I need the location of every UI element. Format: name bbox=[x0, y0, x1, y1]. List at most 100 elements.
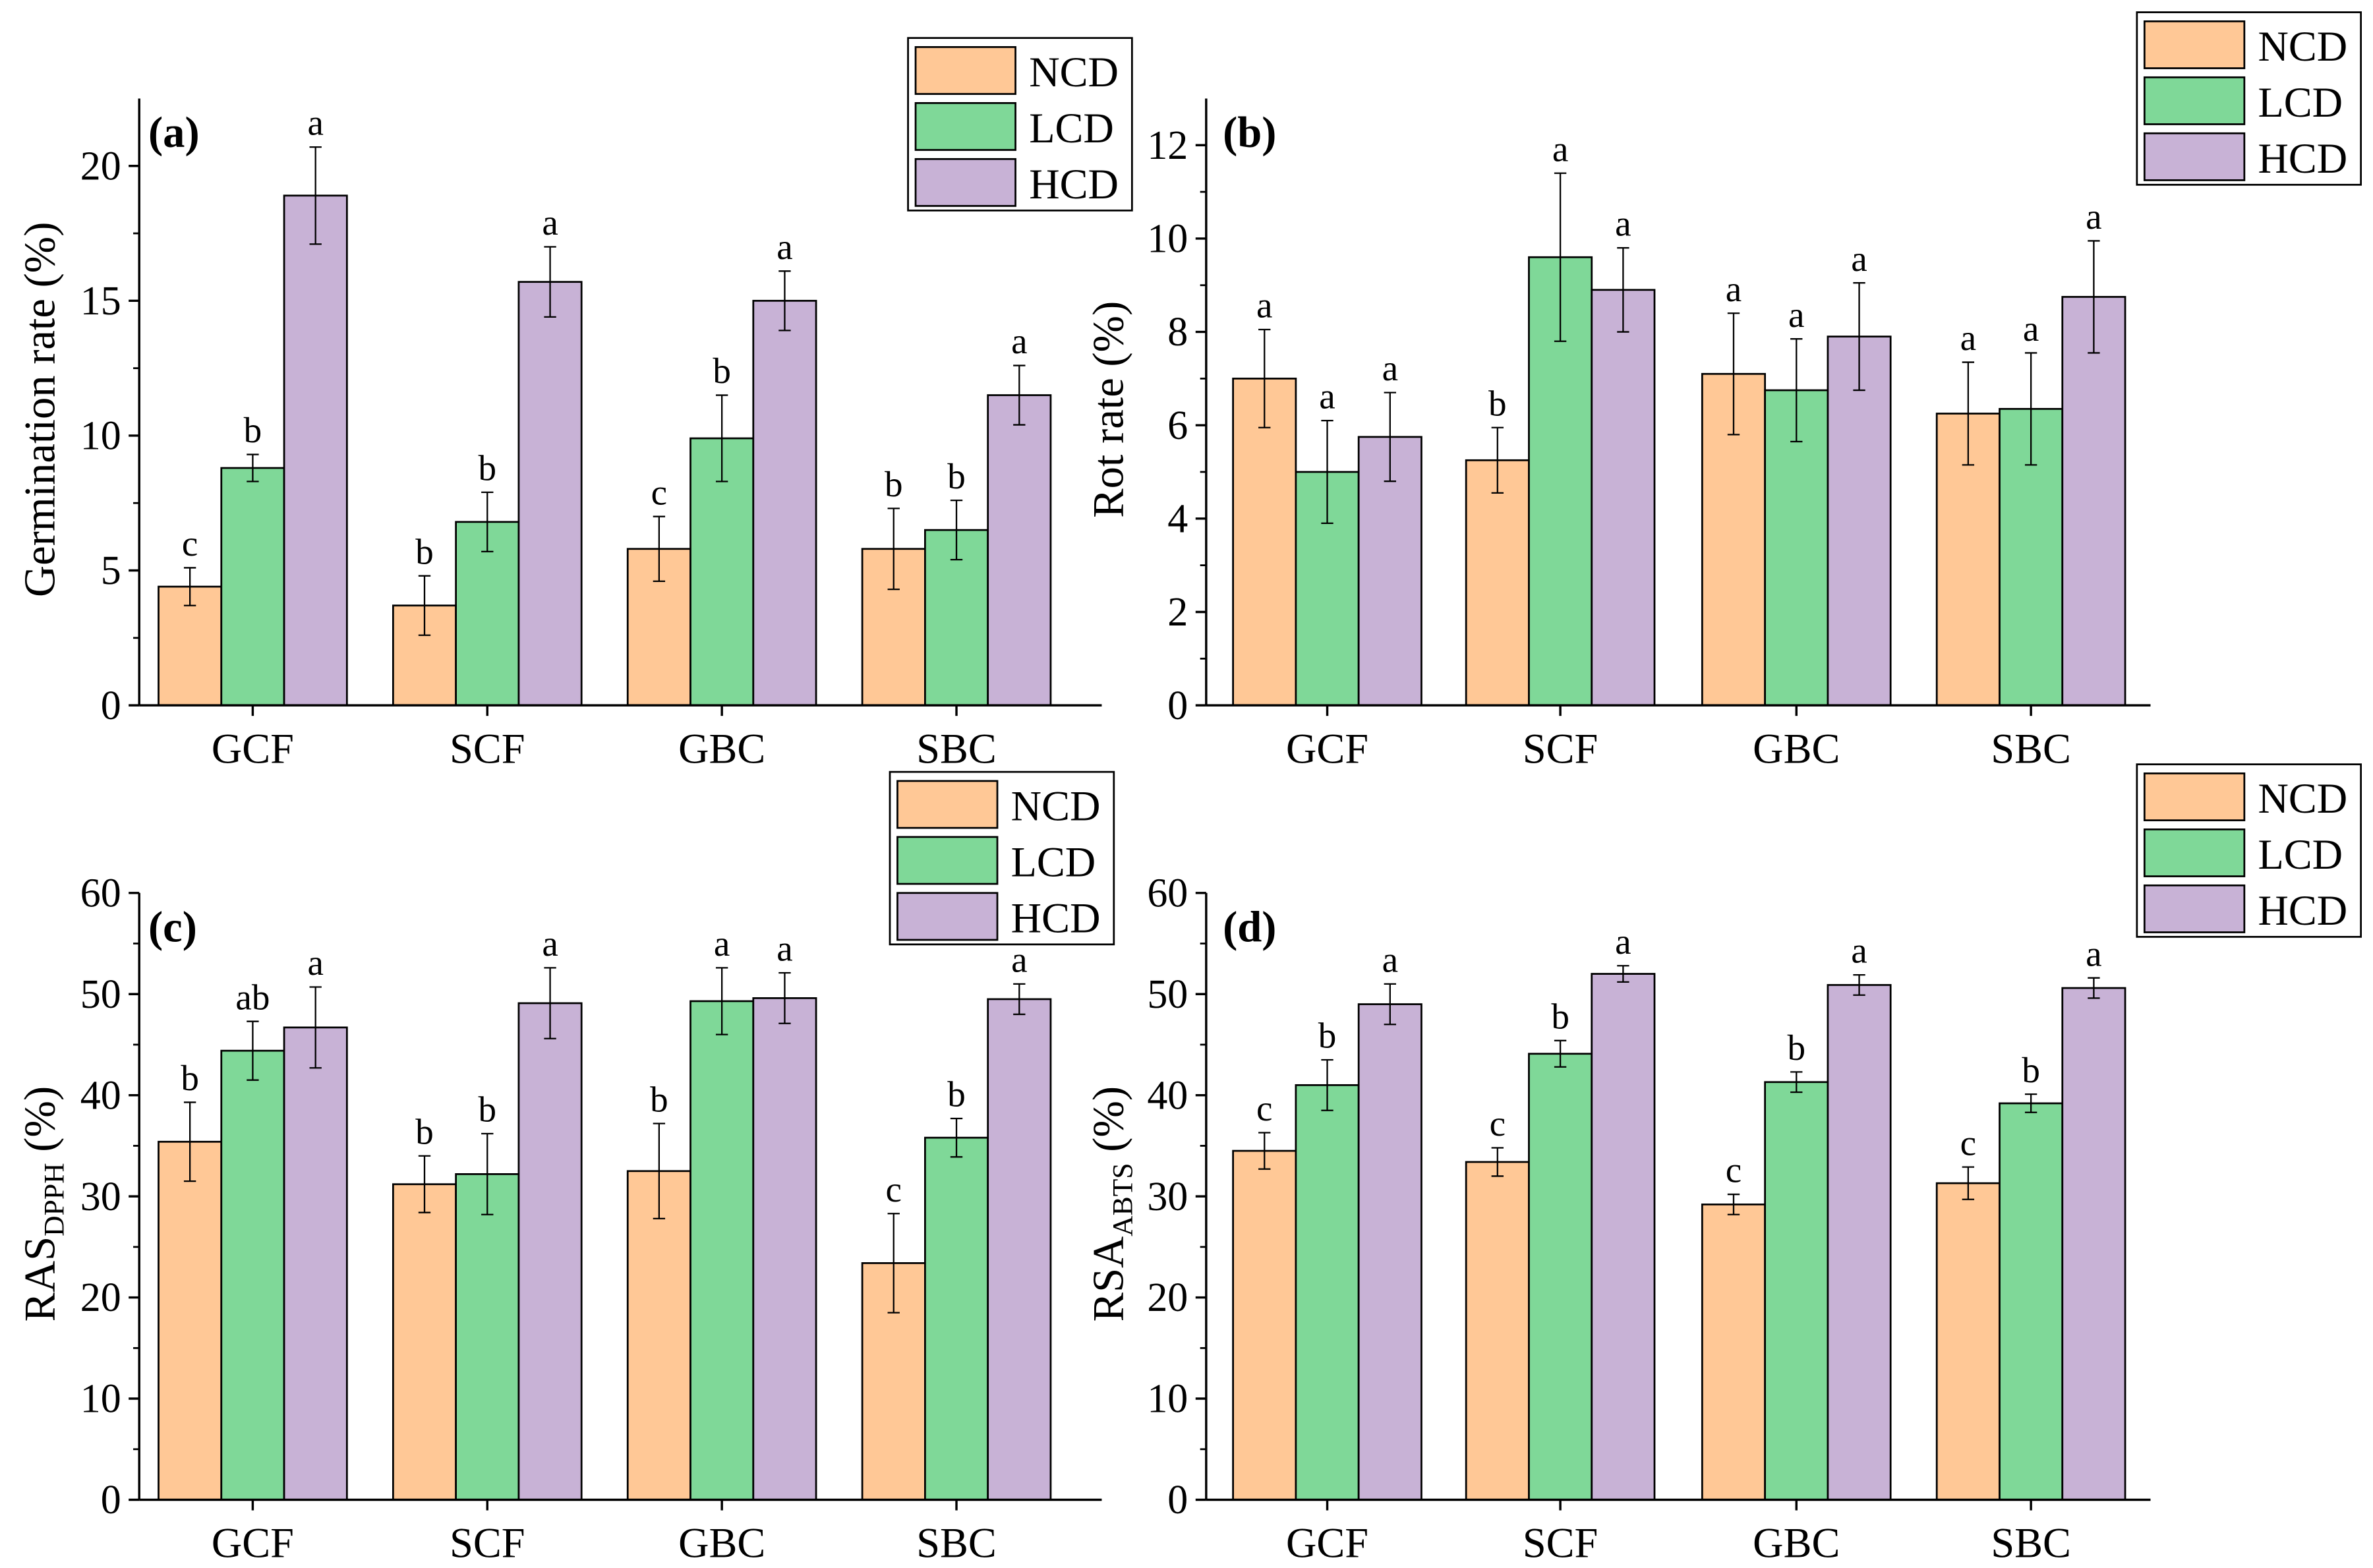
bar-lcd-sbc bbox=[1999, 1102, 2064, 1501]
y-tick-label: 8 bbox=[1167, 310, 1188, 355]
y-tick-label: 60 bbox=[1147, 871, 1188, 915]
significance-letter: c bbox=[182, 523, 198, 564]
significance-letter: b bbox=[1551, 996, 1569, 1036]
y-axis-label-subscript: DPPH bbox=[38, 1163, 70, 1236]
significance-letter: c bbox=[1726, 1150, 1742, 1190]
y-tick-label: 20 bbox=[1147, 1275, 1188, 1320]
chart-panel-d: c c c c b b b b a a a a 0 10 20 30 40 50 60 GCF SCF GBC SBC (d)… bbox=[1085, 763, 2362, 1567]
significance-letter: a bbox=[714, 923, 730, 964]
y-axis-label-main: Rot rate (%) bbox=[1085, 301, 1133, 518]
legend-swatch-ncd bbox=[2143, 20, 2246, 69]
bar-lcd-gbc bbox=[689, 437, 755, 707]
legend-label: LCD bbox=[2258, 831, 2343, 878]
legend-swatch-hcd bbox=[896, 892, 999, 941]
bar-ncd-scf bbox=[1465, 459, 1530, 707]
bar-ncd-sbc bbox=[1935, 1182, 2001, 1501]
panel-label: (c) bbox=[148, 903, 197, 951]
significance-letter: b bbox=[1318, 1016, 1337, 1056]
bar-hcd-scf bbox=[1591, 289, 1656, 707]
legend-swatch-ncd bbox=[896, 780, 999, 829]
x-tick-label: SBC bbox=[1991, 1520, 2070, 1567]
x-tick-label: SBC bbox=[1991, 725, 2070, 772]
legend-swatch-lcd bbox=[2143, 76, 2246, 125]
significance-letter: a bbox=[542, 923, 558, 964]
legend-swatch-ncd bbox=[2143, 772, 2246, 821]
x-tick-label: SBC bbox=[916, 725, 996, 772]
significance-letter: b bbox=[2022, 1050, 2040, 1090]
significance-letter: a bbox=[2086, 196, 2101, 237]
significance-letter: a bbox=[776, 227, 792, 267]
y-tick-label: 10 bbox=[1147, 1377, 1188, 1422]
bar-hcd-gcf bbox=[283, 1026, 348, 1501]
bar-ncd-gcf bbox=[158, 1140, 223, 1501]
y-tick-label: 6 bbox=[1167, 403, 1188, 448]
significance-letter: a bbox=[1960, 318, 1976, 358]
legend: NCD LCD HCD bbox=[2136, 763, 2362, 938]
significance-letter: c bbox=[1490, 1103, 1506, 1144]
significance-letter: a bbox=[1552, 129, 1568, 169]
legend-swatch-hcd bbox=[914, 158, 1016, 207]
legend-label: NCD bbox=[1011, 783, 1101, 830]
legend-label: NCD bbox=[2258, 775, 2348, 822]
y-tick-label: 30 bbox=[1147, 1175, 1188, 1219]
significance-letter: b bbox=[244, 410, 262, 450]
legend-label: LCD bbox=[1029, 105, 1114, 152]
significance-letter: a bbox=[2086, 933, 2101, 973]
bar-lcd-gcf bbox=[1295, 1084, 1360, 1501]
significance-letter: a bbox=[1256, 285, 1272, 326]
significance-letter: c bbox=[1960, 1122, 1976, 1163]
y-tick-label: 30 bbox=[80, 1175, 121, 1219]
bar-lcd-gcf bbox=[220, 1049, 285, 1501]
x-tick-label: GCF bbox=[212, 725, 294, 772]
bar-hcd-gbc bbox=[1827, 984, 1892, 1501]
legend-swatch-lcd bbox=[896, 836, 999, 885]
significance-letter: a bbox=[1615, 921, 1631, 962]
significance-letter: b bbox=[181, 1058, 199, 1098]
bar-hcd-scf bbox=[517, 281, 583, 707]
significance-letter: a bbox=[1382, 940, 1398, 980]
y-tick-label: 10 bbox=[80, 1377, 121, 1422]
chart-panel-a: c b c b b b b b a a a a 0 5 10 15 20 GCF SCF GBC SBC (a) Germi… bbox=[16, 37, 1133, 772]
legend-label: LCD bbox=[1011, 839, 1096, 886]
y-axis-label-main: RSA bbox=[1085, 1236, 1133, 1322]
panel-label: (b) bbox=[1223, 109, 1276, 157]
y-tick-label: 4 bbox=[1167, 496, 1188, 541]
y-axis-label: Germination rate (%) bbox=[16, 222, 65, 597]
significance-letter: c bbox=[886, 1169, 902, 1209]
bar-hcd-gbc bbox=[1827, 335, 1892, 707]
legend-swatch-hcd bbox=[2143, 132, 2246, 181]
bar-ncd-gbc bbox=[1701, 1204, 1766, 1501]
y-axis-label-main: Germination rate (%) bbox=[16, 222, 65, 597]
significance-letter: b bbox=[415, 531, 434, 571]
y-tick-label: 60 bbox=[80, 871, 121, 915]
bar-ncd-gcf bbox=[158, 585, 223, 707]
x-tick-label: GCF bbox=[1286, 1520, 1368, 1567]
legend: NCD LCD HCD bbox=[889, 770, 1115, 946]
significance-letter: c bbox=[1256, 1088, 1272, 1128]
x-tick-label: GBC bbox=[1753, 725, 1840, 772]
legend-label: NCD bbox=[1029, 49, 1119, 96]
bar-ncd-scf bbox=[1465, 1161, 1530, 1501]
legend-label: HCD bbox=[2258, 887, 2348, 934]
panel-label: (d) bbox=[1223, 903, 1276, 951]
y-tick-label: 15 bbox=[80, 279, 121, 324]
significance-letter: a bbox=[1319, 376, 1335, 417]
significance-letter: b bbox=[650, 1079, 668, 1119]
bar-hcd-sbc bbox=[2061, 987, 2126, 1501]
bar-hcd-gcf bbox=[1357, 1003, 1422, 1501]
legend: NCD LCD HCD bbox=[2136, 11, 2362, 186]
significance-letter: a bbox=[2023, 308, 2039, 349]
x-tick-label: SBC bbox=[916, 1520, 996, 1567]
significance-letter: b bbox=[947, 456, 966, 496]
y-tick-label: 0 bbox=[1167, 1478, 1188, 1523]
significance-letter: b bbox=[947, 1074, 966, 1115]
legend-swatch-hcd bbox=[2143, 884, 2246, 933]
x-tick-label: SCF bbox=[1523, 725, 1598, 772]
significance-letter: c bbox=[651, 472, 667, 512]
legend-label: HCD bbox=[1029, 161, 1119, 208]
bar-lcd-gbc bbox=[1764, 1081, 1829, 1501]
significance-letter: a bbox=[1011, 940, 1027, 980]
legend-label: HCD bbox=[1011, 895, 1101, 942]
y-tick-label: 5 bbox=[101, 548, 121, 593]
